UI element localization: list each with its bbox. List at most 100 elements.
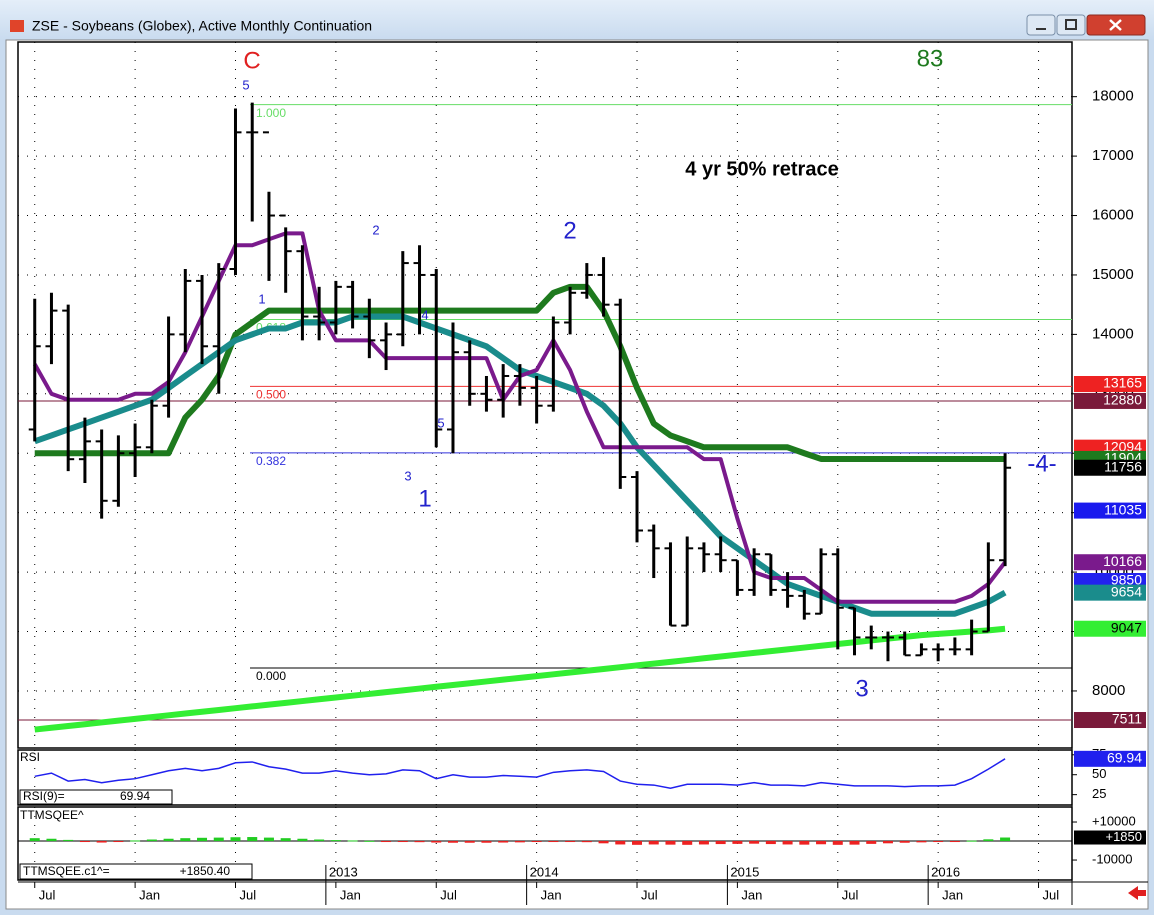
annotation: 3 [404,468,411,483]
bar [314,839,325,842]
bar [698,841,709,845]
bar [230,837,241,842]
bar [46,838,57,842]
bar [832,841,843,845]
price-tag-label: 9047 [1111,619,1142,635]
overlay-line [34,283,1006,462]
bar [79,841,90,843]
annotation: 2 [372,222,379,237]
readout-value: +1850.40 [180,864,231,878]
x-tick-label: Jul [641,887,658,902]
bar [63,839,74,842]
bar [916,841,927,843]
y-tick-label: -10000 [1092,851,1132,866]
bar [849,841,860,845]
bar [882,841,893,844]
bar [682,841,693,845]
price-tag [1074,554,1146,571]
year-label: 2016 [931,864,960,879]
window-title: ZSE - Soybeans (Globex), Active Monthly … [32,18,372,34]
readout-name: TTMSQEE.c1^= [23,864,110,878]
y-tick-label: 17000 [1092,147,1134,164]
price-tag [1074,584,1146,601]
price-tag-label: 10166 [1103,553,1142,569]
annotation: C [243,47,260,74]
readout-box [19,789,173,805]
bar [866,841,877,844]
fib-label: 0.382 [256,454,286,468]
y-tick-label: 8000 [1092,682,1125,699]
price-tag-label: 11756 [1104,458,1142,474]
x-tick-label: Jan [741,887,762,902]
price-tag-label: 12880 [1103,392,1142,408]
y-tick-label: +10000 [1092,813,1136,828]
bar [163,838,174,842]
annotations: C 5 83 4 yr 50% retrace 2 1 3 -4- 1 2 4 … [242,45,1056,702]
x-tick-label: Jan [139,887,160,902]
bar [280,838,291,842]
annotation: -4- [1027,450,1056,477]
bar [782,841,793,845]
y-tick-label: 14000 [1092,325,1134,342]
bar [364,840,375,842]
bar [464,841,475,843]
bar [715,841,726,845]
fib-label: 0.500 [256,387,286,401]
price-tag-label: 7511 [1112,711,1142,727]
bar [146,839,157,842]
year-label: 2014 [530,864,559,879]
price-tag [1074,376,1146,393]
annotation: 5 [242,77,249,92]
bar [297,838,308,842]
bar [447,841,458,843]
bar [347,840,358,842]
maximize-button[interactable] [1056,14,1086,36]
bar [213,837,224,842]
year-label: 2013 [329,864,358,879]
x-tick-label: Jul [239,887,256,902]
app-icon [10,20,24,32]
x-tick-label: Jan [541,887,562,902]
y-tick-label: 15000 [1092,266,1134,283]
bar [498,841,509,843]
annotation: 2 [563,217,576,244]
annotation: 4 [421,307,428,322]
value-tag [1074,830,1146,845]
y-tick-label: 50 [1092,766,1106,781]
bar [816,841,827,845]
bar [966,840,977,842]
price-tag-label: 9654 [1111,583,1142,599]
x-tick-label: Jul [39,887,56,902]
scroll-arrow[interactable] [1128,886,1146,900]
bar [397,841,408,843]
readout-value: 69.94 [120,789,150,803]
bar [615,841,626,845]
readout-box [19,863,253,880]
price-tag [1074,459,1146,476]
minimize-button[interactable] [1026,14,1056,36]
bar [1000,837,1011,842]
bar [381,841,392,843]
value-tag [1074,750,1146,767]
close-icon [1109,19,1122,31]
bar [581,841,592,843]
x-tick-label: Jul [440,887,457,902]
x-tick-label: Jul [1043,887,1060,902]
plot: Jul Jan Jul Jan Jul Jan Jul Jan Jul Jan Jul 2013 201… [17,41,1148,905]
value-tag-label: 69.94 [1107,750,1142,766]
bar [514,841,525,843]
price-tag-label: 9850 [1111,572,1142,588]
bar [113,841,124,843]
chart-area [5,39,1149,910]
maximize-icon [1065,19,1077,30]
fib-label: 1.000 [256,106,286,120]
title-bar [0,0,1154,40]
annotation: 3 [855,675,868,702]
window-buttons [1026,14,1146,36]
bar [983,839,994,842]
x-tick-label: Jan [942,887,963,902]
bar [414,841,425,843]
bar [732,841,743,844]
bar [799,841,810,845]
